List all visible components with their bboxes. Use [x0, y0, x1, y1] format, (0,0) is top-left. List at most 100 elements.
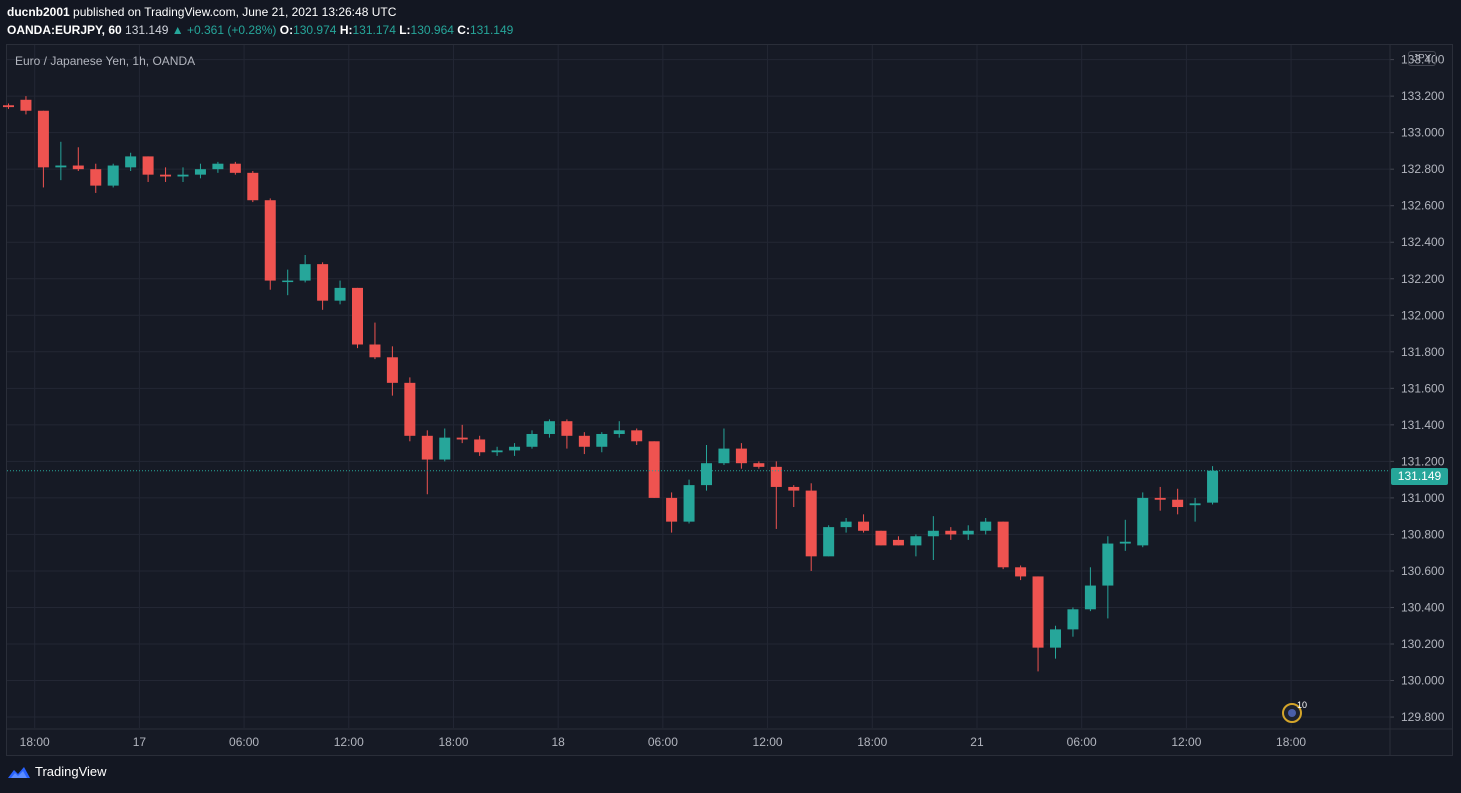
candle-body	[805, 490, 817, 557]
event-count: 10	[1297, 700, 1308, 710]
candle-body	[735, 448, 747, 464]
x-tick-label: 18:00	[857, 735, 887, 749]
last-price: 131.149	[125, 23, 169, 37]
candle-body	[823, 527, 835, 557]
candle-body	[1207, 470, 1219, 503]
symbol-label: OANDA:EURJPY, 60	[7, 23, 122, 37]
low-value: 130.964	[410, 23, 454, 37]
candle-body	[1119, 541, 1131, 544]
y-tick-label: 130.800	[1401, 527, 1445, 541]
candle-body	[1172, 499, 1184, 508]
candle-body	[55, 165, 67, 168]
candle-body	[875, 530, 887, 546]
candle-body	[648, 441, 660, 498]
candle-body	[683, 485, 695, 522]
candle-body	[927, 530, 939, 537]
candle-body	[1084, 585, 1096, 610]
candle-body	[194, 169, 206, 175]
x-tick-label: 06:00	[1067, 735, 1097, 749]
candle-body	[561, 421, 573, 436]
tradingview-logo-icon	[8, 766, 30, 778]
x-tick-label: 06:00	[229, 735, 259, 749]
x-tick-label: 06:00	[648, 735, 678, 749]
candle-body	[247, 172, 259, 201]
candle-body	[160, 174, 172, 177]
candle-body	[509, 446, 521, 451]
candle-body	[910, 536, 922, 546]
candle-body	[701, 463, 712, 486]
candle-body	[631, 430, 643, 442]
y-tick-label: 131.200	[1401, 454, 1445, 468]
candle-body	[718, 448, 730, 464]
candle-body	[212, 163, 224, 170]
candle-body	[578, 435, 590, 447]
y-tick-label: 133.200	[1401, 89, 1445, 103]
y-tick-label: 132.200	[1401, 272, 1445, 286]
high-value: 131.174	[352, 23, 396, 37]
y-tick-label: 133.000	[1401, 126, 1445, 140]
candle-body	[840, 521, 852, 528]
candle-body	[753, 463, 765, 467]
x-tick-label: 18:00	[20, 735, 50, 749]
x-tick-label: 12:00	[753, 735, 783, 749]
author-name[interactable]: ducnb2001	[7, 5, 70, 19]
candle-body	[962, 530, 974, 535]
candle-body	[404, 382, 416, 436]
candle-body	[788, 486, 800, 491]
chart-frame	[6, 44, 1453, 756]
economic-event-icon[interactable]	[1282, 703, 1302, 723]
x-tick-label: 18	[551, 735, 565, 749]
candle-body	[20, 99, 32, 111]
x-tick-label: 18:00	[1276, 735, 1306, 749]
candle-body	[125, 156, 137, 168]
candle-body	[264, 200, 276, 281]
publish-info: ducnb2001 published on TradingView.com, …	[7, 5, 396, 19]
close-value: 131.149	[469, 23, 514, 37]
candle-body	[770, 466, 782, 487]
y-tick-label: 131.000	[1401, 491, 1445, 505]
y-tick-label: 130.000	[1401, 674, 1445, 688]
candle-body	[282, 280, 294, 283]
ohlc-legend: OANDA:EURJPY, 60 131.149 ▲ +0.361 (+0.28…	[7, 23, 513, 37]
footer-brand[interactable]: TradingView	[7, 764, 107, 779]
candle-body	[386, 357, 398, 383]
candle-body	[858, 521, 870, 531]
y-tick-label: 130.200	[1401, 637, 1445, 651]
candle-body	[1189, 503, 1201, 506]
currency-badge[interactable]: JPY	[1408, 51, 1437, 66]
candle-body	[1137, 497, 1149, 546]
candle-body	[107, 165, 119, 186]
y-tick-label: 129.800	[1401, 710, 1445, 724]
candle-body	[352, 287, 363, 345]
event-flag-icon	[1288, 709, 1296, 717]
candle-body	[666, 497, 678, 522]
x-tick-label: 12:00	[334, 735, 364, 749]
candle-body	[3, 105, 14, 108]
y-tick-label: 130.400	[1401, 600, 1445, 614]
candle-body	[1050, 629, 1061, 648]
candle-body	[299, 264, 311, 281]
open-label: O:	[279, 23, 294, 37]
candle-body	[90, 169, 102, 186]
x-tick-label: 17	[133, 735, 147, 749]
candle-body	[1154, 497, 1166, 500]
change-value: ▲ +0.361 (+0.28%)	[171, 23, 277, 37]
candle-body	[1102, 543, 1114, 586]
candle-body	[456, 437, 468, 440]
x-tick-label: 18:00	[438, 735, 468, 749]
candle-body	[945, 530, 957, 535]
open-value: 130.974	[293, 23, 337, 37]
candle-body	[491, 450, 503, 453]
candle-body	[317, 264, 329, 301]
x-tick-label: 21	[970, 735, 984, 749]
candle-body	[229, 163, 241, 173]
brand-label: TradingView	[35, 764, 107, 779]
y-tick-label: 131.600	[1401, 381, 1445, 395]
publish-text: published on TradingView.com, June 21, 2…	[69, 5, 397, 19]
pane-title: Euro / Japanese Yen, 1h, OANDA	[15, 54, 196, 68]
candle-body	[1015, 567, 1027, 577]
candle-body	[526, 433, 538, 447]
candle-body	[474, 439, 486, 453]
candle-body	[543, 421, 555, 434]
